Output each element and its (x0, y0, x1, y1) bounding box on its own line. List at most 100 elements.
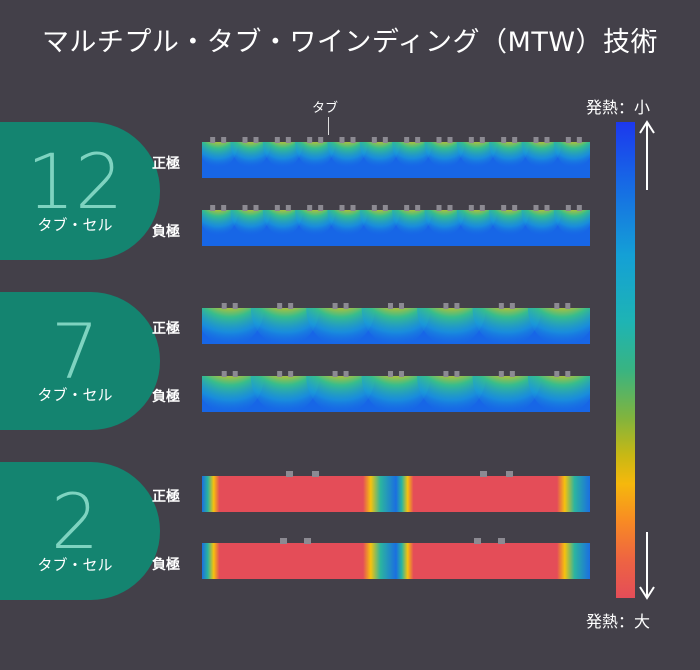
heat-spot (527, 376, 590, 412)
heat-spot (553, 210, 590, 236)
tab-marker (210, 137, 216, 143)
electrode-strip (202, 476, 396, 512)
heat-spot (250, 376, 320, 412)
heat-spot (424, 210, 465, 236)
colorbar-top-label: 発熱：小 (586, 98, 651, 117)
tab-marker (307, 137, 313, 143)
heat-spot (417, 376, 486, 412)
tab-marker (274, 137, 280, 143)
positive-electrode-label: 正極 (152, 156, 180, 172)
tab-marker (339, 205, 345, 211)
tab-marker (318, 205, 324, 211)
heat-spot (327, 142, 368, 168)
tab-marker (253, 205, 259, 211)
heat-spot (392, 210, 433, 236)
page-title: マルチプル・タブ・ワインディング（MTW）技術 (41, 27, 659, 58)
tab-marker (399, 303, 404, 309)
tab-marker (443, 303, 449, 309)
tab-marker (479, 137, 485, 143)
tab-marker (474, 538, 481, 544)
tab-marker (576, 205, 582, 211)
heat-spot (306, 376, 375, 412)
tab-marker (565, 205, 571, 211)
arrow-down-icon (646, 532, 648, 596)
tab-marker (479, 205, 485, 211)
electrode-strip (396, 476, 590, 512)
tab-marker (498, 303, 504, 309)
tab-callout-label: タブ (312, 101, 339, 116)
tab-marker (350, 205, 356, 211)
tab-count-number: 2 (50, 477, 100, 566)
heat-spot (202, 210, 239, 236)
tab-marker (565, 137, 571, 143)
heat-spot (250, 308, 320, 344)
tab-marker (242, 137, 248, 143)
heat-spot (361, 376, 431, 412)
tab-marker (288, 371, 294, 377)
tab-count-badge-7: 7 タブ・セル (0, 292, 160, 430)
tab-marker (533, 137, 539, 143)
tab-count-number: 7 (50, 307, 100, 396)
negative-electrode-label: 負極 (152, 389, 180, 405)
heat-spot (202, 142, 239, 168)
tab-marker (277, 303, 283, 309)
heat-spot (327, 210, 368, 236)
tab-marker (371, 205, 377, 211)
tab-marker (221, 205, 227, 211)
tab-marker (554, 371, 560, 377)
heat-spot (489, 210, 530, 236)
heat-spot (472, 308, 542, 344)
tab-marker (253, 137, 259, 143)
tab-marker (221, 303, 227, 309)
tab-marker (509, 303, 515, 309)
tab-marker (509, 371, 515, 377)
positive-electrode-label: 正極 (152, 321, 180, 337)
tab-marker (498, 371, 504, 377)
tab-marker (512, 137, 518, 143)
heat-spot (521, 142, 562, 168)
tab-marker (388, 303, 393, 309)
heat-spot (527, 308, 590, 344)
tab-callout-line (328, 117, 329, 135)
tab-marker (533, 205, 539, 211)
tab-marker (454, 303, 460, 309)
tab-marker (506, 471, 513, 477)
heat-spot (456, 210, 497, 236)
tab-marker (447, 205, 453, 211)
heat-spot (262, 142, 303, 168)
heat-spots (202, 308, 590, 344)
tab-marker (382, 205, 388, 211)
heat-spot (553, 142, 590, 168)
tab-marker (307, 205, 313, 211)
tab-count-subtitle: タブ・セル (37, 216, 113, 234)
arrow-down-head-icon (639, 586, 655, 600)
tab-marker (404, 137, 410, 143)
heat-spot (472, 376, 542, 412)
tab-marker (371, 137, 377, 143)
tab-marker (312, 471, 319, 477)
tab-marker (221, 137, 227, 143)
tab-count-subtitle: タブ・セル (37, 556, 113, 574)
heat-spot (202, 308, 265, 344)
heat-spot (359, 142, 400, 168)
heat-spot (262, 210, 303, 236)
tab-marker (399, 371, 404, 377)
tab-marker (468, 205, 474, 211)
tab-marker (565, 371, 571, 377)
tab-marker (443, 371, 449, 377)
heat-spot (306, 308, 375, 344)
tab-marker (554, 303, 560, 309)
negative-electrode-label: 負極 (152, 557, 180, 573)
tab-marker (447, 137, 453, 143)
tab-marker (274, 205, 280, 211)
tab-marker (501, 205, 507, 211)
tab-count-subtitle: タブ・セル (37, 386, 113, 404)
tab-marker (288, 303, 294, 309)
tab-marker (232, 303, 238, 309)
tab-marker (388, 371, 393, 377)
tab-marker (498, 538, 505, 544)
heat-spots (202, 142, 590, 168)
tab-marker (436, 205, 442, 211)
tab-marker (304, 538, 311, 544)
